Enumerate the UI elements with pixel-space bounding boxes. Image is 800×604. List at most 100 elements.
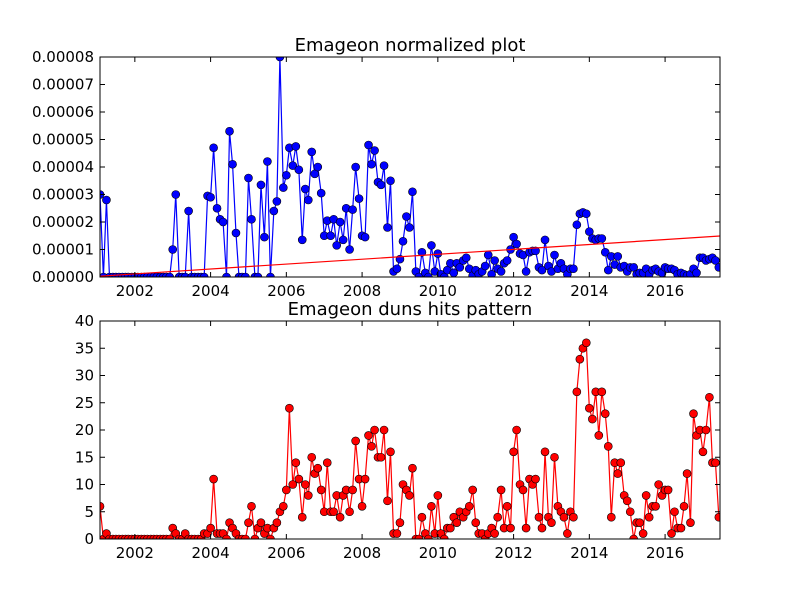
- data-point: [670, 507, 679, 517]
- data-point: [357, 501, 367, 511]
- data-point: [354, 194, 364, 203]
- data-point: [452, 518, 462, 527]
- data-point: [607, 512, 616, 522]
- data-point: [550, 452, 559, 462]
- x-tick-label: 2012: [494, 544, 532, 562]
- data-point: [247, 214, 256, 224]
- data-point: [559, 512, 569, 522]
- data-point: [711, 256, 720, 265]
- data-point: [698, 447, 708, 457]
- data-point: [417, 247, 427, 257]
- x-tick-label: 2002: [116, 544, 154, 562]
- data-point: [540, 235, 550, 245]
- data-point: [518, 485, 528, 495]
- data-point: [184, 206, 193, 216]
- data-point: [272, 518, 282, 527]
- data-point: [521, 267, 531, 276]
- plot-area: [100, 57, 720, 277]
- y-tick-label: 5: [84, 503, 94, 521]
- data-point: [616, 458, 626, 468]
- x-tick-label: 2006: [267, 544, 305, 562]
- data-point: [360, 474, 370, 484]
- data-point: [402, 212, 411, 221]
- data-point: [417, 512, 427, 522]
- data-point: [326, 231, 335, 241]
- data-point: [351, 162, 360, 172]
- data-point: [613, 469, 623, 478]
- data-point: [480, 261, 490, 271]
- data-point: [682, 469, 692, 478]
- y-tick-label: 0.00003: [32, 186, 94, 204]
- x-tick-label: 2004: [191, 282, 229, 300]
- data-point: [100, 502, 105, 511]
- y-tick-label: 30: [75, 367, 94, 385]
- data-point: [667, 529, 676, 538]
- data-point: [222, 272, 231, 277]
- data-point: [263, 157, 272, 166]
- data-point: [291, 142, 301, 151]
- data-point: [676, 523, 686, 533]
- data-point: [199, 272, 209, 277]
- data-point: [521, 523, 531, 533]
- data-point: [534, 512, 544, 522]
- data-point: [282, 170, 291, 180]
- data-point: [266, 534, 275, 539]
- data-point: [446, 523, 455, 533]
- data-point: [269, 206, 279, 216]
- y-tick-label: 10: [75, 476, 94, 494]
- x-tick-label: 2004: [191, 544, 229, 562]
- data-point: [563, 529, 572, 538]
- data-point: [180, 272, 190, 277]
- data-point: [370, 425, 379, 435]
- data-point: [376, 180, 386, 190]
- data-point: [335, 512, 345, 522]
- data-point: [490, 529, 499, 538]
- data-point: [585, 403, 594, 413]
- data-point: [379, 161, 389, 170]
- data-point: [297, 512, 307, 522]
- data-point: [279, 501, 288, 511]
- data-point: [537, 523, 547, 533]
- y-tick-label: 20: [75, 421, 94, 439]
- data-point: [550, 250, 559, 260]
- data-point: [692, 268, 701, 277]
- data-point: [512, 239, 521, 249]
- data-point: [288, 161, 298, 170]
- data-point: [705, 392, 714, 402]
- x-tick-label: 2014: [570, 544, 608, 562]
- data-point: [414, 272, 424, 277]
- data-point: [209, 143, 218, 153]
- data-point: [279, 183, 288, 192]
- data-point: [547, 518, 556, 527]
- data-point: [540, 447, 550, 457]
- x-tick-label: 2010: [419, 282, 457, 300]
- data-point: [304, 491, 313, 500]
- data-point: [427, 501, 436, 511]
- x-tick-label: 2002: [116, 282, 154, 300]
- data-point: [392, 529, 402, 538]
- data-point: [241, 272, 250, 277]
- y-tick-label: 0.00008: [32, 48, 94, 66]
- data-point: [304, 195, 313, 205]
- data-point: [408, 463, 417, 473]
- data-point: [256, 180, 266, 190]
- data-point: [600, 409, 610, 418]
- x-tick-label: 2012: [494, 282, 532, 300]
- data-point: [364, 431, 373, 440]
- data-point: [102, 195, 111, 205]
- data-point: [537, 265, 547, 275]
- data-point: [512, 425, 521, 435]
- data-point: [613, 252, 623, 261]
- x-tick-label: 2006: [267, 282, 305, 300]
- data-point: [260, 232, 269, 242]
- data-point: [392, 264, 402, 274]
- data-point: [288, 480, 298, 489]
- data-point: [603, 442, 613, 451]
- axes-frame: [99, 56, 721, 278]
- data-point: [427, 241, 436, 250]
- data-point: [625, 507, 635, 517]
- data-point: [663, 485, 673, 495]
- data-point: [256, 518, 266, 527]
- y-tick-label: 0.00005: [32, 131, 94, 149]
